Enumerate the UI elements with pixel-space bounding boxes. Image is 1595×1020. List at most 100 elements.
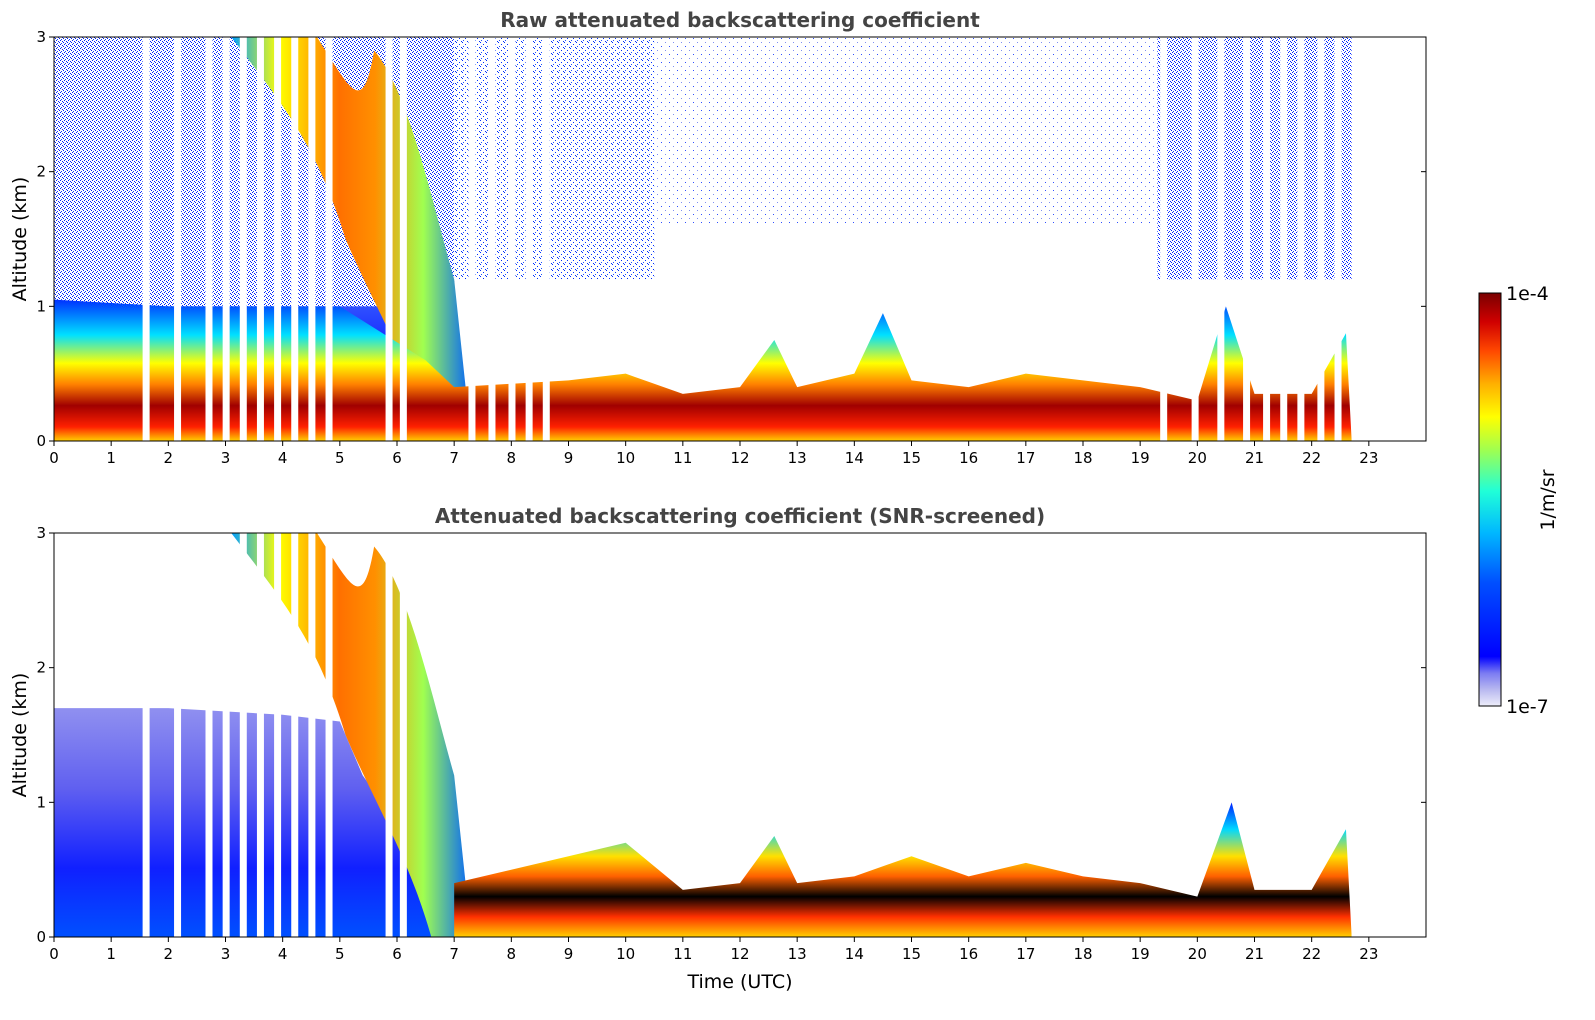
- data-gap: [542, 37, 550, 441]
- no-data-region: [1351, 37, 1426, 441]
- panel2-xlabel: Time (UTC): [686, 971, 792, 993]
- x-tick-label: 0: [49, 945, 59, 963]
- data-gap: [1334, 37, 1342, 441]
- data-gap: [274, 533, 282, 937]
- x-tick-label: 1: [106, 449, 116, 467]
- no-data-region: [1351, 533, 1426, 937]
- x-tick-label: 22: [1302, 449, 1321, 467]
- x-tick-label: 6: [392, 449, 402, 467]
- data-gap: [291, 533, 299, 937]
- data-gap: [205, 533, 213, 937]
- x-tick-label: 17: [1016, 945, 1035, 963]
- y-tick-label: 2: [36, 659, 46, 677]
- boundary-layer: [454, 802, 1352, 937]
- x-tick-label: 2: [164, 449, 174, 467]
- boundary-layer: [54, 299, 1352, 441]
- data-gap: [1160, 37, 1168, 441]
- data-gap: [222, 37, 230, 441]
- data-gap: [205, 37, 213, 441]
- data-gap: [399, 533, 407, 937]
- x-tick-label: 18: [1073, 945, 1092, 963]
- x-tick-label: 16: [959, 945, 978, 963]
- x-tick-label: 5: [335, 449, 345, 467]
- x-tick-label: 5: [335, 945, 345, 963]
- panel1-y-ticks: 0 1 2 3: [36, 28, 1426, 450]
- x-tick-label: 20: [1188, 945, 1207, 963]
- data-gap: [239, 37, 247, 441]
- x-tick-label: 6: [392, 945, 402, 963]
- colorbar-unit-label: 1/m/sr: [1537, 469, 1559, 530]
- x-tick-label: 19: [1131, 449, 1150, 467]
- data-gap: [488, 37, 496, 441]
- colorbar-gradient: [1478, 292, 1502, 707]
- data-gap: [1280, 37, 1288, 441]
- x-tick-label: 16: [959, 449, 978, 467]
- data-gap: [325, 37, 333, 441]
- x-tick-label: 19: [1131, 945, 1150, 963]
- data-gap: [525, 37, 533, 441]
- aerosol-layer: [54, 708, 455, 937]
- precipitation-band: [231, 37, 472, 441]
- x-tick-label: 14: [845, 945, 864, 963]
- panel1-x-ticks: 0 1 2 3 4 5 6 7 8 9 10 11 12 13 14 15 16 17 18 19 20 21 22 23: [49, 441, 1378, 467]
- x-tick-label: 15: [902, 449, 921, 467]
- panel2-title: Attenuated backscattering coefficient (S…: [435, 504, 1045, 528]
- data-gap: [385, 37, 393, 441]
- x-tick-label: 21: [1245, 449, 1264, 467]
- x-tick-label: 10: [616, 945, 635, 963]
- data-gap: [1243, 37, 1251, 441]
- data-gap: [308, 37, 316, 441]
- data-gap: [142, 533, 150, 937]
- y-tick-label: 2: [36, 163, 46, 181]
- data-gap: [239, 533, 247, 937]
- panel2-ylabel: Altitude (km): [9, 673, 31, 798]
- x-tick-label: 11: [673, 449, 692, 467]
- x-tick-label: 4: [278, 449, 288, 467]
- x-tick-label: 4: [278, 945, 288, 963]
- data-gap: [468, 37, 476, 441]
- x-tick-label: 2: [164, 945, 174, 963]
- data-gap: [385, 533, 393, 937]
- data-gap: [1297, 37, 1305, 441]
- y-tick-label: 1: [36, 793, 46, 811]
- x-tick-label: 14: [845, 449, 864, 467]
- x-tick-label: 10: [616, 449, 635, 467]
- x-tick-label: 9: [564, 945, 574, 963]
- x-tick-label: 15: [902, 945, 921, 963]
- data-gap: [174, 37, 182, 441]
- x-tick-label: 21: [1245, 945, 1264, 963]
- panel2-x-ticks: 0 1 2 3 4 5 6 7 8 9 10 11 12 13 14 15 16 17 18 19 20 21 22 23: [49, 937, 1378, 963]
- data-gap: [174, 533, 182, 937]
- colorbar-max-label: 1e-4: [1506, 283, 1549, 305]
- data-gap: [222, 533, 230, 937]
- x-tick-label: 17: [1016, 449, 1035, 467]
- data-gap: [308, 533, 316, 937]
- data-gap: [399, 37, 407, 441]
- panel2-y-ticks: 0 1 2 3: [36, 524, 1426, 946]
- x-tick-label: 20: [1188, 449, 1207, 467]
- x-tick-label: 3: [221, 449, 231, 467]
- x-tick-label: 13: [788, 449, 807, 467]
- x-tick-label: 8: [507, 449, 517, 467]
- panel-raw: Raw attenuated backscattering coefficien…: [9, 8, 1427, 467]
- x-tick-label: 11: [673, 945, 692, 963]
- x-tick-label: 18: [1073, 449, 1092, 467]
- noise-region-light: [654, 37, 1158, 226]
- x-tick-label: 8: [507, 945, 517, 963]
- x-tick-label: 23: [1359, 449, 1378, 467]
- x-tick-label: 0: [49, 449, 59, 467]
- data-gap: [142, 37, 150, 441]
- x-tick-label: 7: [449, 449, 459, 467]
- panel2-plot-area: [54, 533, 1426, 937]
- x-tick-label: 12: [730, 945, 749, 963]
- data-gap: [256, 37, 264, 441]
- x-tick-label: 9: [564, 449, 574, 467]
- x-tick-label: 23: [1359, 945, 1378, 963]
- panel-snr-screened: Attenuated backscattering coefficient (S…: [9, 504, 1427, 993]
- panel1-title: Raw attenuated backscattering coefficien…: [500, 8, 980, 32]
- data-gap: [1263, 37, 1271, 441]
- y-tick-label: 3: [36, 28, 46, 46]
- data-gap: [291, 37, 299, 441]
- colorbar-min-label: 1e-7: [1506, 696, 1549, 718]
- y-tick-label: 0: [36, 432, 46, 450]
